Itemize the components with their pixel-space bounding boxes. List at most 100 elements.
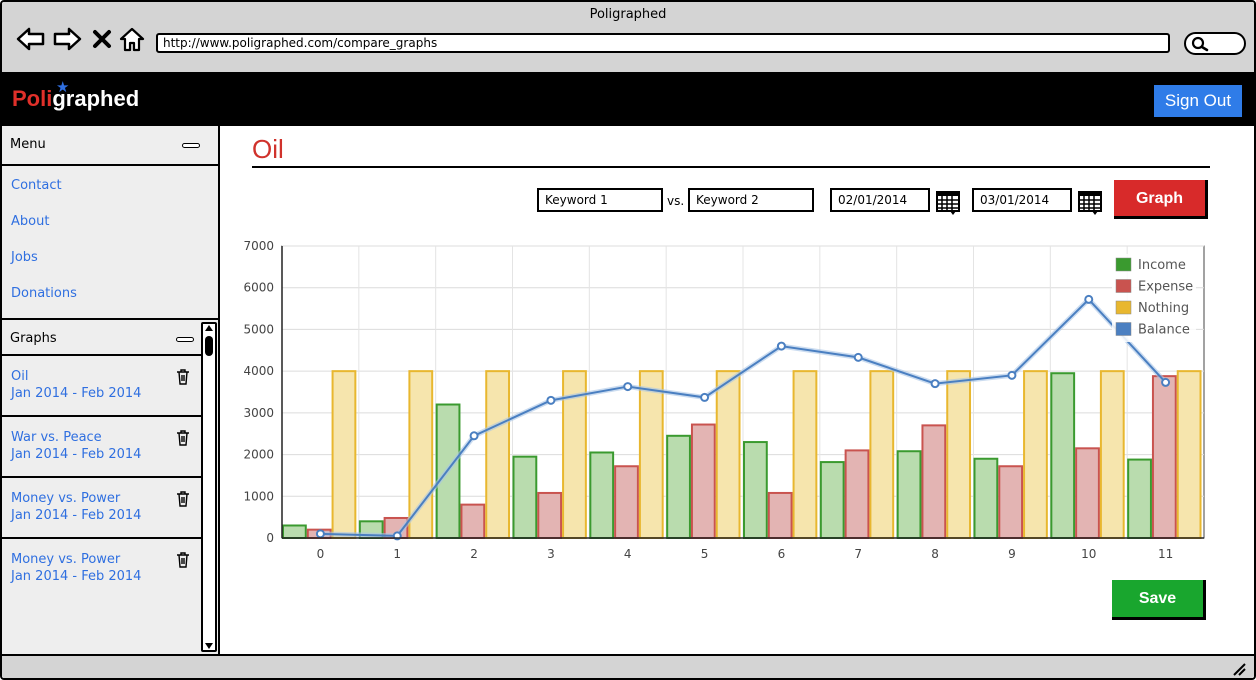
bar-income <box>512 455 538 540</box>
graph-list-item[interactable]: War vs. Peace Jan 2014 - Feb 2014 <box>2 417 202 478</box>
graph-list-item[interactable]: Oil Jan 2014 - Feb 2014 <box>2 356 202 417</box>
y-tick-label: 1000 <box>243 489 274 503</box>
calendar-icon[interactable] <box>936 190 962 216</box>
menu-item-donations[interactable]: Donations <box>11 286 77 301</box>
graphs-title: Graphs <box>10 331 57 346</box>
x-tick-label: 1 <box>393 547 401 561</box>
forward-arrow-icon[interactable] <box>52 26 82 52</box>
y-tick-label: 7000 <box>243 239 274 253</box>
logo[interactable]: Poligraphed ★ <box>12 79 140 112</box>
calendar-icon[interactable] <box>1078 190 1104 216</box>
collapse-graphs-icon[interactable] <box>176 337 194 342</box>
keyword1-input[interactable]: Keyword 1 <box>537 188 663 212</box>
vs-label: vs. <box>667 194 685 208</box>
sign-out-button[interactable]: Sign Out <box>1154 85 1242 117</box>
point-balance <box>1161 377 1171 387</box>
bar-expense <box>460 503 486 539</box>
page-title: Oil <box>252 134 284 164</box>
graph-list-item[interactable]: Money vs. Power Jan 2014 - Feb 2014 <box>2 539 202 600</box>
x-tick-label: 7 <box>854 547 862 561</box>
graph-item-title: Money vs. Power <box>11 491 121 506</box>
y-tick-label: 4000 <box>243 364 274 378</box>
graphs-scrollbar[interactable] <box>201 322 217 652</box>
bar-nothing <box>715 370 741 539</box>
search-icon <box>1191 36 1209 52</box>
graph-item-range: Jan 2014 - Feb 2014 <box>11 508 142 523</box>
status-bar <box>2 654 1254 678</box>
x-tick-label: 10 <box>1081 547 1096 561</box>
close-icon[interactable] <box>90 26 114 52</box>
graph-item-range: Jan 2014 - Feb 2014 <box>11 569 142 584</box>
resize-grip-icon[interactable] <box>1232 662 1246 676</box>
bar-income <box>666 434 691 539</box>
bar-income <box>589 451 615 539</box>
date-from-input[interactable]: 02/01/2014 <box>830 188 930 212</box>
logo-text-graphed: graphed <box>52 86 140 111</box>
trash-icon[interactable] <box>176 430 190 446</box>
bar-income <box>282 524 307 540</box>
bar-expense <box>690 423 716 539</box>
graphs-header: Graphs <box>2 320 202 356</box>
menu-item-jobs[interactable]: Jobs <box>11 250 38 265</box>
x-tick-label: 2 <box>470 547 478 561</box>
y-tick-label: 6000 <box>243 281 274 295</box>
app-header: Poligraphed ★ Sign Out <box>2 74 1254 126</box>
graph-item-range: Jan 2014 - Feb 2014 <box>11 447 142 462</box>
bar-nothing <box>1176 370 1202 539</box>
x-tick-label: 6 <box>778 547 786 561</box>
y-tick-label: 0 <box>266 531 274 545</box>
legend-label-balance: Balance <box>1138 323 1190 338</box>
bar-expense <box>921 424 947 539</box>
graph-list-item[interactable]: Money vs. Power Jan 2014 - Feb 2014 <box>2 478 202 539</box>
bar-income <box>1127 458 1152 540</box>
bar-nothing <box>869 370 895 539</box>
bar-nothing <box>792 370 818 539</box>
legend-swatch-balance <box>1115 322 1132 336</box>
browser-toolbar: Poligraphed http://www.poligraphed.com/c… <box>2 2 1254 74</box>
trash-icon[interactable] <box>176 491 190 507</box>
bar-income <box>896 450 922 539</box>
date-to-input[interactable]: 03/01/2014 <box>972 188 1072 212</box>
menu-header: Menu <box>2 126 218 166</box>
y-tick-label: 5000 <box>243 322 274 336</box>
window-title: Poligraphed <box>589 7 667 22</box>
x-tick-label: 4 <box>624 547 632 561</box>
point-balance <box>776 341 786 351</box>
home-icon[interactable] <box>118 26 146 52</box>
scroll-thumb[interactable] <box>205 336 213 356</box>
scroll-up-icon[interactable] <box>205 325 213 331</box>
menu-item-contact[interactable]: Contact <box>11 178 62 193</box>
y-tick-label: 2000 <box>243 448 274 462</box>
x-tick-label: 9 <box>1008 547 1016 561</box>
comparison-chart: 0 1000 2000 3000 4000 5000 6000 7000 0 1 2 3 4 5 6 7 8 9 1… <box>243 239 1205 561</box>
point-balance <box>1084 294 1094 304</box>
bar-income <box>819 461 845 539</box>
menu-item-about[interactable]: About <box>11 214 50 229</box>
point-balance <box>853 352 863 362</box>
bar-expense <box>998 465 1024 540</box>
title-divider <box>252 166 1210 168</box>
address-bar[interactable]: http://www.poligraphed.com/compare_graph… <box>156 33 1170 53</box>
graph-item-range: Jan 2014 - Feb 2014 <box>11 386 142 401</box>
keyword2-input[interactable]: Keyword 2 <box>688 188 814 212</box>
bar-expense <box>844 449 870 539</box>
bar-nothing <box>638 370 664 539</box>
graph-button[interactable]: Graph <box>1114 180 1208 219</box>
trash-icon[interactable] <box>176 552 190 568</box>
bar-income <box>1050 372 1076 539</box>
y-tick-label: 3000 <box>243 406 274 420</box>
point-balance <box>469 431 479 441</box>
point-balance <box>315 529 325 539</box>
back-arrow-icon[interactable] <box>16 26 46 52</box>
bar-expense <box>614 465 639 540</box>
bar-nothing <box>1099 370 1125 539</box>
browser-search-field[interactable] <box>1184 32 1246 55</box>
collapse-menu-icon[interactable] <box>182 143 200 148</box>
bar-expense <box>537 491 563 540</box>
graph-item-title: War vs. Peace <box>11 430 102 445</box>
bar-expense <box>1075 447 1100 539</box>
trash-icon[interactable] <box>176 369 190 385</box>
main-content: Oil Keyword 1 vs. Keyword 2 02/01/2014 0… <box>220 126 1254 654</box>
save-button[interactable]: Save <box>1112 580 1206 620</box>
scroll-down-icon[interactable] <box>205 643 213 649</box>
